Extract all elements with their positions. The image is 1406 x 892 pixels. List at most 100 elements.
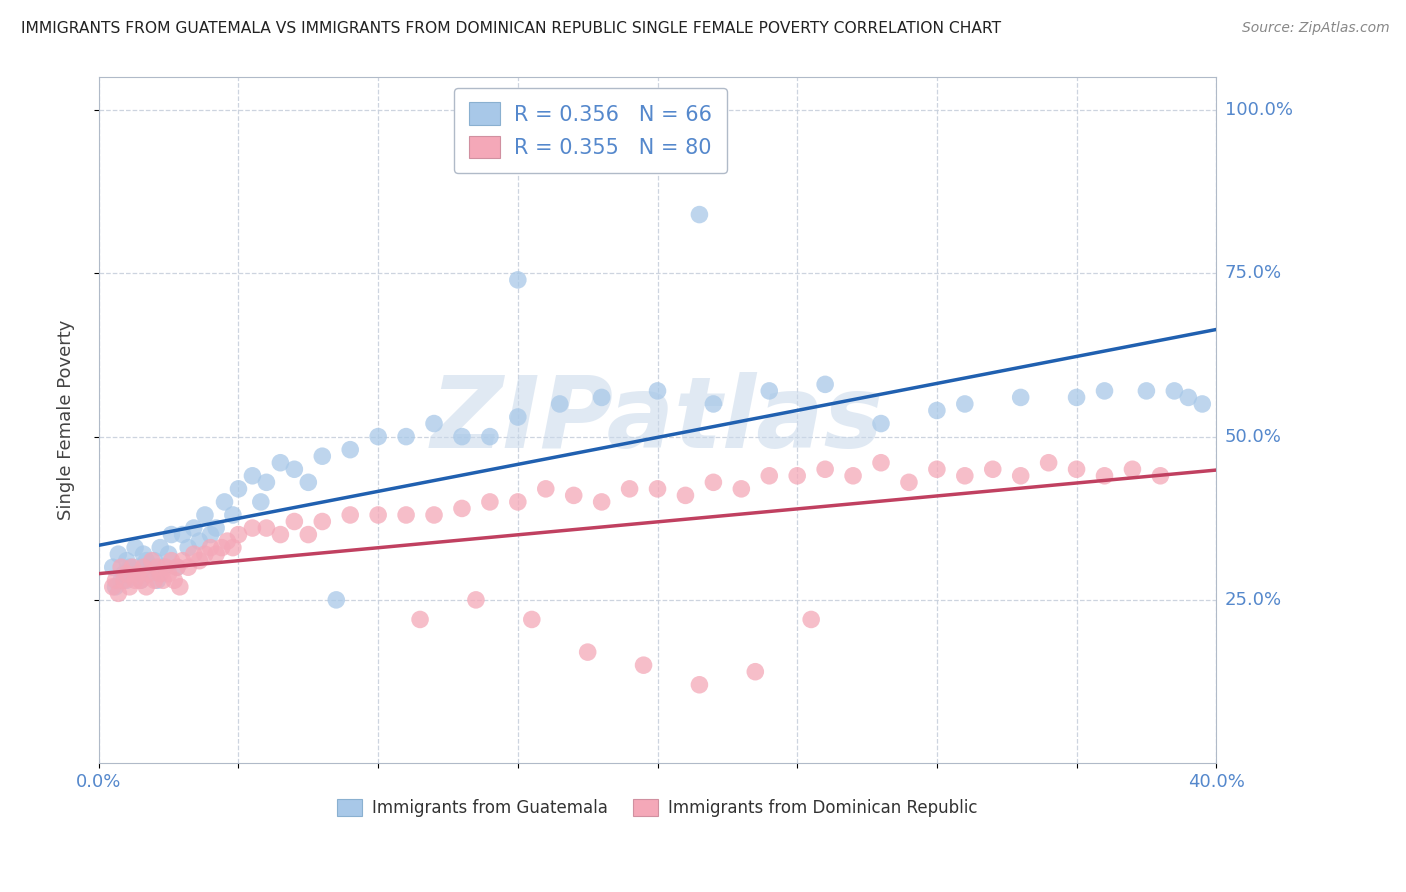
Point xyxy=(157,566,180,581)
Point xyxy=(107,586,129,600)
Point xyxy=(254,521,277,535)
Point xyxy=(194,508,217,522)
Point xyxy=(172,527,194,541)
Point xyxy=(222,541,245,555)
Point xyxy=(562,488,585,502)
Point xyxy=(1010,468,1032,483)
Point xyxy=(925,403,948,417)
Point xyxy=(395,429,418,443)
Point xyxy=(269,527,291,541)
Point xyxy=(200,527,222,541)
Point xyxy=(1163,384,1185,398)
Point xyxy=(115,574,138,588)
Point xyxy=(115,566,138,581)
Point xyxy=(339,508,361,522)
Text: 50.0%: 50.0% xyxy=(1225,427,1281,446)
Point xyxy=(118,580,141,594)
Point xyxy=(110,574,132,588)
Point xyxy=(702,475,724,490)
Point xyxy=(269,456,291,470)
Point xyxy=(169,580,191,594)
Point xyxy=(591,495,613,509)
Point xyxy=(141,560,163,574)
Point xyxy=(200,541,222,555)
Point xyxy=(367,508,389,522)
Point xyxy=(297,475,319,490)
Point xyxy=(647,384,669,398)
Point xyxy=(758,384,780,398)
Point xyxy=(1177,391,1199,405)
Point xyxy=(112,574,135,588)
Point xyxy=(124,574,146,588)
Point xyxy=(160,554,183,568)
Point xyxy=(183,547,205,561)
Point xyxy=(1135,384,1157,398)
Point xyxy=(451,429,474,443)
Point xyxy=(409,612,432,626)
Point xyxy=(1066,462,1088,476)
Point xyxy=(228,527,250,541)
Point xyxy=(619,482,641,496)
Point xyxy=(1121,462,1143,476)
Point xyxy=(121,560,143,574)
Point xyxy=(981,462,1004,476)
Point xyxy=(138,566,160,581)
Point xyxy=(177,560,200,574)
Text: 100.0%: 100.0% xyxy=(1225,101,1292,120)
Point xyxy=(1191,397,1213,411)
Point xyxy=(115,554,138,568)
Point xyxy=(160,527,183,541)
Point xyxy=(548,397,571,411)
Y-axis label: Single Female Poverty: Single Female Poverty xyxy=(58,320,75,520)
Point xyxy=(104,574,127,588)
Point xyxy=(250,495,273,509)
Point xyxy=(135,580,157,594)
Point xyxy=(127,560,149,574)
Point xyxy=(166,560,188,574)
Point xyxy=(129,574,152,588)
Text: IMMIGRANTS FROM GUATEMALA VS IMMIGRANTS FROM DOMINICAN REPUBLIC SINGLE FEMALE PO: IMMIGRANTS FROM GUATEMALA VS IMMIGRANTS … xyxy=(21,21,1001,36)
Point xyxy=(814,377,837,392)
Point xyxy=(143,574,166,588)
Point xyxy=(110,560,132,574)
Point xyxy=(141,554,163,568)
Point xyxy=(283,462,305,476)
Point xyxy=(149,566,172,581)
Point xyxy=(633,658,655,673)
Point xyxy=(325,592,347,607)
Point xyxy=(149,541,172,555)
Point xyxy=(591,391,613,405)
Point xyxy=(451,501,474,516)
Point xyxy=(188,534,211,549)
Point xyxy=(311,515,333,529)
Point xyxy=(506,273,529,287)
Point xyxy=(534,482,557,496)
Point xyxy=(146,560,169,574)
Point xyxy=(242,521,264,535)
Point xyxy=(166,560,188,574)
Point xyxy=(897,475,920,490)
Point xyxy=(688,208,710,222)
Point xyxy=(647,482,669,496)
Point xyxy=(506,495,529,509)
Point xyxy=(146,574,169,588)
Point xyxy=(163,574,186,588)
Point xyxy=(814,462,837,476)
Point xyxy=(1038,456,1060,470)
Point xyxy=(1094,384,1116,398)
Point xyxy=(478,495,501,509)
Point xyxy=(217,534,239,549)
Legend: Immigrants from Guatemala, Immigrants from Dominican Republic: Immigrants from Guatemala, Immigrants fr… xyxy=(330,792,984,823)
Point xyxy=(194,547,217,561)
Text: Source: ZipAtlas.com: Source: ZipAtlas.com xyxy=(1241,21,1389,35)
Point xyxy=(205,521,228,535)
Point xyxy=(675,488,697,502)
Point xyxy=(311,449,333,463)
Point xyxy=(297,527,319,541)
Point xyxy=(172,554,194,568)
Point xyxy=(101,580,124,594)
Point xyxy=(925,462,948,476)
Point xyxy=(842,468,865,483)
Point xyxy=(478,429,501,443)
Point xyxy=(121,566,143,581)
